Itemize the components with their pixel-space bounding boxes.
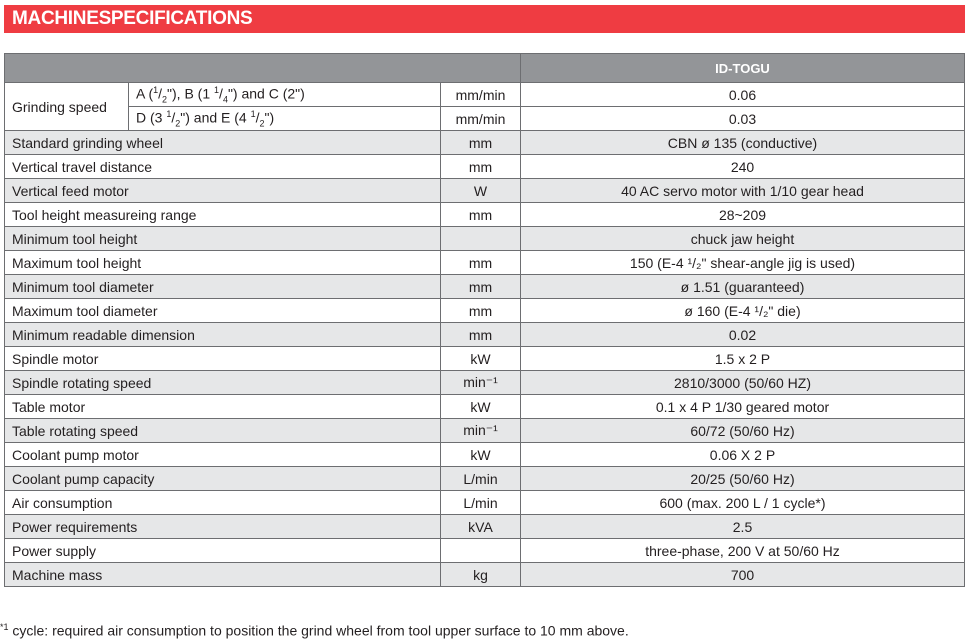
unit: mm [440, 250, 521, 275]
unit: mm [440, 322, 521, 347]
table-row: Vertical feed motor W 40 AC servo motor wi… [4, 178, 965, 203]
value: 60/72 (50/60 Hz) [520, 418, 965, 443]
unit: mm/min [440, 82, 521, 107]
sub-label: A (1/2"), B (1 1/4") and C (2") [128, 82, 441, 107]
unit: mm [440, 130, 521, 155]
model-header: ID-TOGU [520, 53, 965, 83]
row-label: Table motor [4, 394, 441, 419]
row-label: Minimum readable dimension [4, 322, 441, 347]
unit: W [440, 178, 521, 203]
table-row: Table rotating speed min⁻¹ 60/72 (50/60 Hz… [4, 418, 965, 443]
value: 2810/3000 (50/60 HZ) [520, 370, 965, 395]
row-label: Maximum tool diameter [4, 298, 441, 323]
row-label: Minimum tool height [4, 226, 441, 251]
footnote: *1 cycle: required air consumption to po… [0, 622, 629, 639]
section-title: MACHINESPECIFICATIONS [4, 5, 965, 33]
unit: kW [440, 442, 521, 467]
table-row: Maximum tool height mm 150 (E-4 ¹/₂" shear… [4, 250, 965, 275]
table-row: Coolant pump motor kW 0.06 X 2 P [4, 442, 965, 467]
row-label: Vertical travel distance [4, 154, 441, 179]
table-row: Minimum tool diameter mm ø 1.51 (guarantee… [4, 274, 965, 299]
row-label: Minimum tool diameter [4, 274, 441, 299]
value: chuck jaw height [520, 226, 965, 251]
unit [440, 538, 521, 563]
value: 0.1 x 4 P 1/30 geared motor [520, 394, 965, 419]
value: 0.06 X 2 P [520, 442, 965, 467]
row-label: Coolant pump motor [4, 442, 441, 467]
value: 600 (max. 200 L / 1 cycle*) [520, 490, 965, 515]
value: 28~209 [520, 202, 965, 227]
unit: kVA [440, 514, 521, 539]
unit: L/min [440, 490, 521, 515]
table-row: Spindle motor kW 1.5 x 2 P [4, 346, 965, 371]
sub-label: D (3 1/2") and E (4 1/2") [128, 106, 441, 131]
value: 1.5 x 2 P [520, 346, 965, 371]
row-label: Air consumption [4, 490, 441, 515]
unit: mm [440, 298, 521, 323]
row-label: Power requirements [4, 514, 441, 539]
row-label: Vertical feed motor [4, 178, 441, 203]
value: 20/25 (50/60 Hz) [520, 466, 965, 491]
table-row: Minimum readable dimension mm 0.02 [4, 322, 965, 347]
row-label: Power supply [4, 538, 441, 563]
table-row: Table motor kW 0.1 x 4 P 1/30 geared motor [4, 394, 965, 419]
value: CBN ø 135 (conductive) [520, 130, 965, 155]
unit: min⁻¹ [440, 370, 521, 395]
value: ø 1.51 (guaranteed) [520, 274, 965, 299]
row-label: Maximum tool height [4, 250, 441, 275]
table-row: Air consumption L/min 600 (max. 200 L / 1 … [4, 490, 965, 515]
unit: kg [440, 562, 521, 587]
value: three-phase, 200 V at 50/60 Hz [520, 538, 965, 563]
table-row: Machine mass kg 700 [4, 562, 965, 587]
unit: mm [440, 274, 521, 299]
row-label: Coolant pump capacity [4, 466, 441, 491]
spec-table: ID-TOGU Grinding speed A (1/2"), B (1 1/… [4, 53, 965, 587]
table-row: Coolant pump capacity L/min 20/25 (50/60 H… [4, 466, 965, 491]
value: 0.06 [520, 82, 965, 107]
value: 2.5 [520, 514, 965, 539]
table-row: Grinding speed A (1/2"), B (1 1/4") and … [4, 82, 965, 131]
header-row: ID-TOGU [4, 53, 965, 83]
unit: kW [440, 394, 521, 419]
row-label: Standard grinding wheel [4, 130, 441, 155]
header-blank [4, 53, 521, 83]
row-label: Tool height measureing range [4, 202, 441, 227]
unit: mm [440, 202, 521, 227]
value: 0.02 [520, 322, 965, 347]
unit: min⁻¹ [440, 418, 521, 443]
table-row: Minimum tool height chuck jaw height [4, 226, 965, 251]
unit [440, 226, 521, 251]
table-row: Power requirements kVA 2.5 [4, 514, 965, 539]
row-label: Spindle rotating speed [4, 370, 441, 395]
unit: mm/min [440, 106, 521, 131]
table-row: Power supply three-phase, 200 V at 50/60 … [4, 538, 965, 563]
value: 40 AC servo motor with 1/10 gear head [520, 178, 965, 203]
table-row: D (3 1/2") and E (4 1/2") mm/min 0.03 [5, 106, 965, 131]
row-label: Spindle motor [4, 346, 441, 371]
table-row: Tool height measureing range mm 28~209 [4, 202, 965, 227]
value: 0.03 [520, 106, 965, 131]
row-label: Grinding speed [4, 82, 129, 131]
row-label: Table rotating speed [4, 418, 441, 443]
table-row: Vertical travel distance mm 240 [4, 154, 965, 179]
table-row: Maximum tool diameter mm ø 160 (E-4 ¹/₂" d… [4, 298, 965, 323]
value: 700 [520, 562, 965, 587]
table-row: Spindle rotating speed min⁻¹ 2810/3000 (50… [4, 370, 965, 395]
value: ø 160 (E-4 ¹/₂" die) [520, 298, 965, 323]
value: 150 (E-4 ¹/₂" shear-angle jig is used) [520, 250, 965, 275]
value: 240 [520, 154, 965, 179]
unit: kW [440, 346, 521, 371]
unit: mm [440, 154, 521, 179]
table-row: Standard grinding wheel mm CBN ø 135 (cond… [4, 130, 965, 155]
row-label: Machine mass [4, 562, 441, 587]
unit: L/min [440, 466, 521, 491]
